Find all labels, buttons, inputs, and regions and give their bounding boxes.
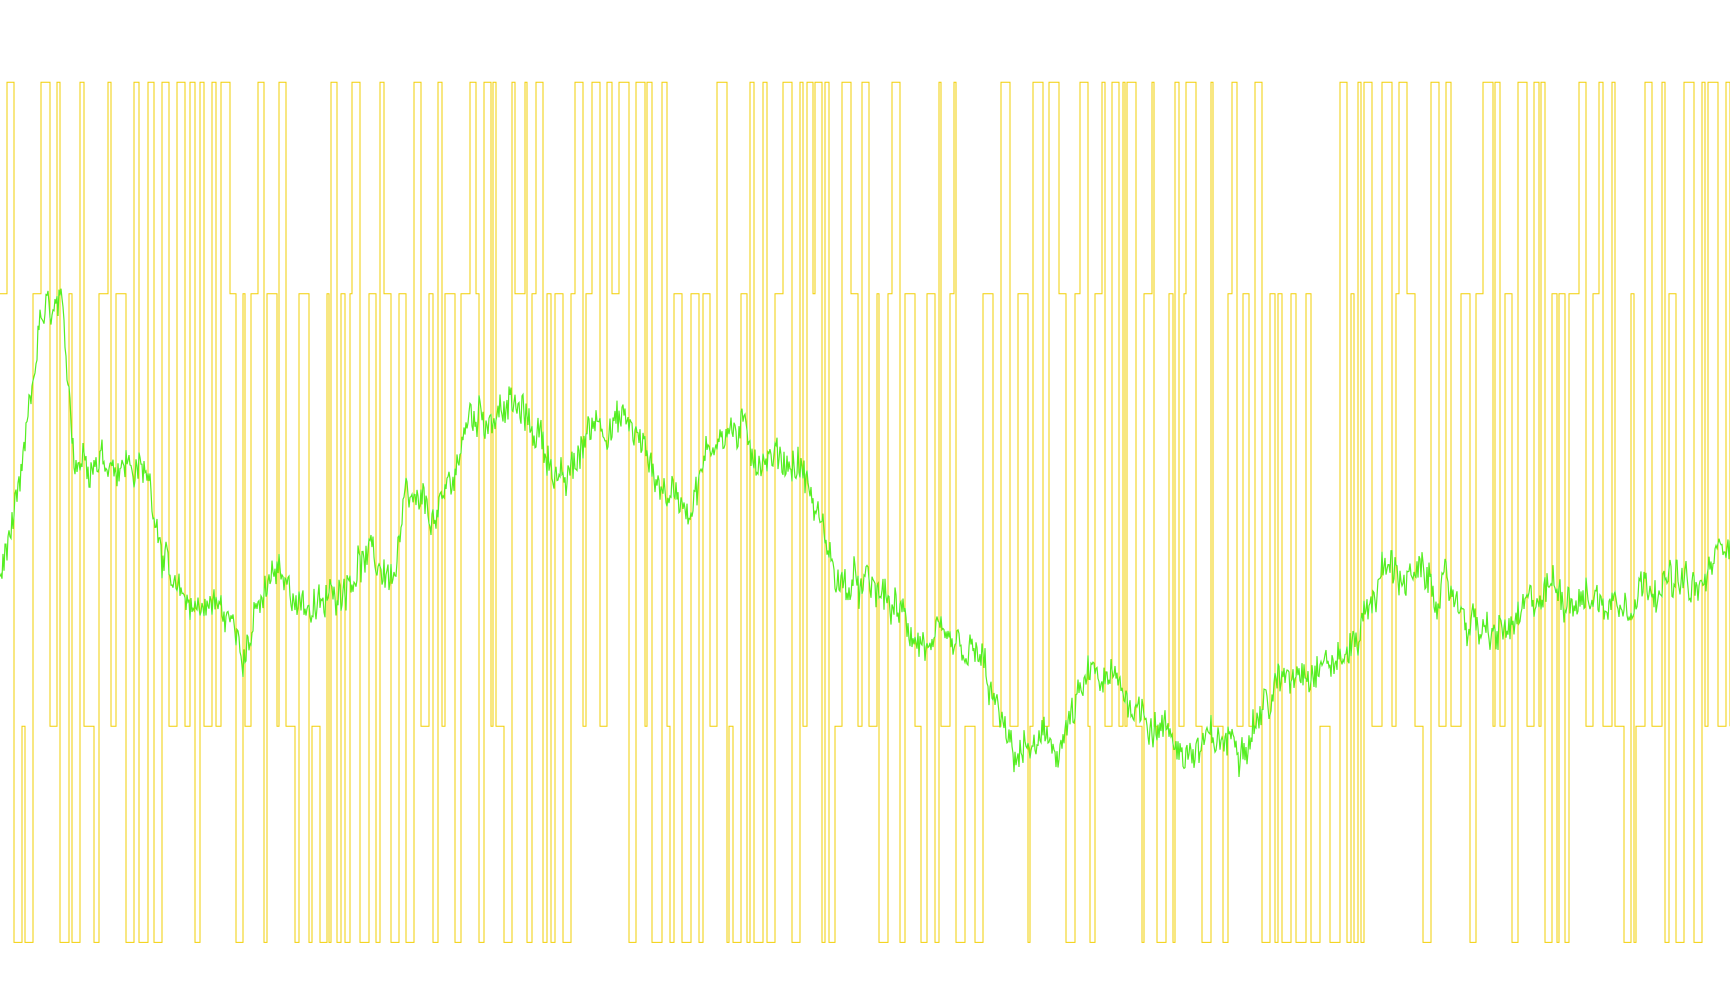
price-series (0, 288, 1730, 778)
signal-series (0, 81, 1730, 943)
signal-line (0, 81, 1730, 943)
price-line (0, 288, 1730, 778)
